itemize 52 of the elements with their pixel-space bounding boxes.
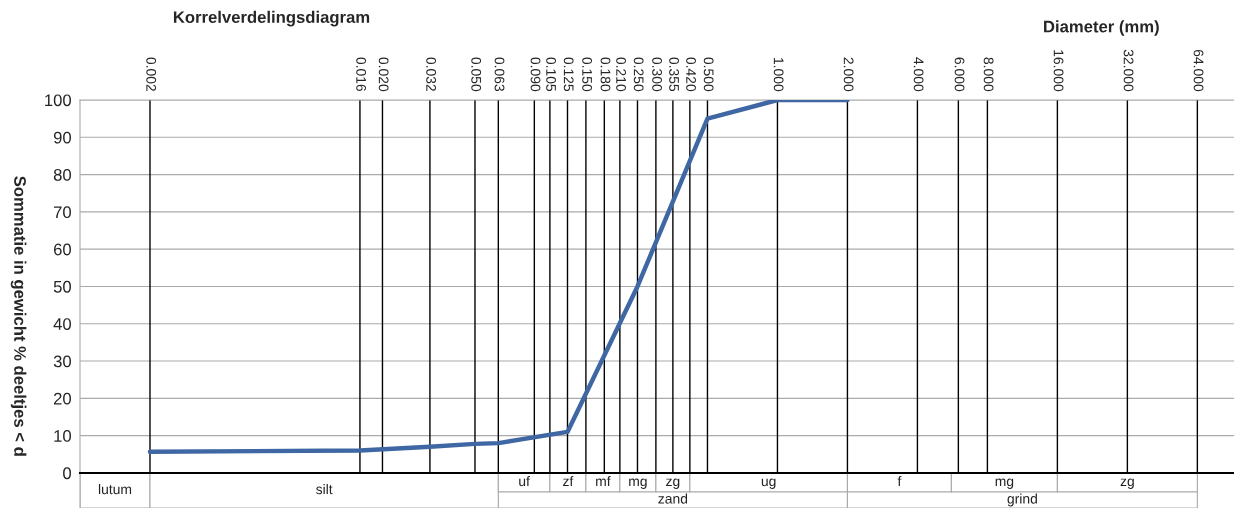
y-tick-label: 50 [53,280,72,293]
band-label: uf [519,475,530,487]
x-tick-label: 0.090 [530,57,541,92]
y-tick-label: 30 [53,355,72,368]
x-tick-label: 0.002 [146,57,157,91]
y-tick-label: 60 [53,243,72,256]
x-tick-label: 0.050 [471,57,482,92]
x-tick-label: 0.020 [378,57,389,92]
y-tick-label: 20 [53,392,72,405]
x-tick-label: 0.355 [669,57,679,92]
x-tick-label: 0.125 [563,57,574,92]
x-tick-label: 8.000 [983,57,994,92]
band-label: grind [1007,493,1037,507]
y-tick-label: 40 [53,318,72,330]
x-tick-label: 0.032 [426,57,437,91]
band-label: mg [629,478,647,489]
x-tick-label: 16.000 [1053,50,1064,92]
x-axis-title: Diameter (mm) [1044,20,1159,36]
band-label: mf [596,475,611,486]
x-tick-label: 32.000 [1123,49,1134,92]
y-tick-label: 70 [53,206,72,219]
x-tick-label: 2.000 [843,57,854,92]
y-tick-label: 10 [54,430,72,442]
x-tick-label: 0.500 [703,57,714,92]
x-tick-label: 0.150 [582,57,593,92]
x-tick-label: 64.000 [1193,49,1204,92]
band-label: zf [563,475,574,486]
x-tick-label: 0.210 [616,57,626,92]
x-tick-label: 4.000 [913,57,924,92]
band-label: zg [666,478,680,489]
y-tick-label: 90 [53,131,72,144]
x-tick-label: 0.420 [686,57,696,92]
x-tick-label: 0.105 [546,57,556,92]
y-axis-title: Sommatie in gewicht % deeltjes < d [10,176,27,456]
band-label: zand [658,493,688,504]
band-label: mg [995,478,1014,489]
x-tick-label: 1.000 [773,57,784,92]
x-tick-label: 0.016 [356,57,367,92]
x-tick-label: 0.300 [652,57,662,92]
x-tick-label: 6.000 [954,57,965,92]
y-tick-label: 100 [45,94,72,107]
x-tick-label: 0.250 [633,57,644,92]
y-tick-label: 0 [63,467,72,480]
band-label: lutum [98,484,132,495]
band-label: silt [316,484,333,495]
band-label: zg [1120,478,1134,489]
chart-title: Korrelverdelingsdiagram [173,10,370,27]
x-tick-label: 0.180 [600,57,611,92]
band-label: f [897,475,902,486]
band-label: ug [761,478,776,489]
x-tick-label: 0.063 [494,57,505,92]
y-tick-label: 80 [53,168,72,181]
